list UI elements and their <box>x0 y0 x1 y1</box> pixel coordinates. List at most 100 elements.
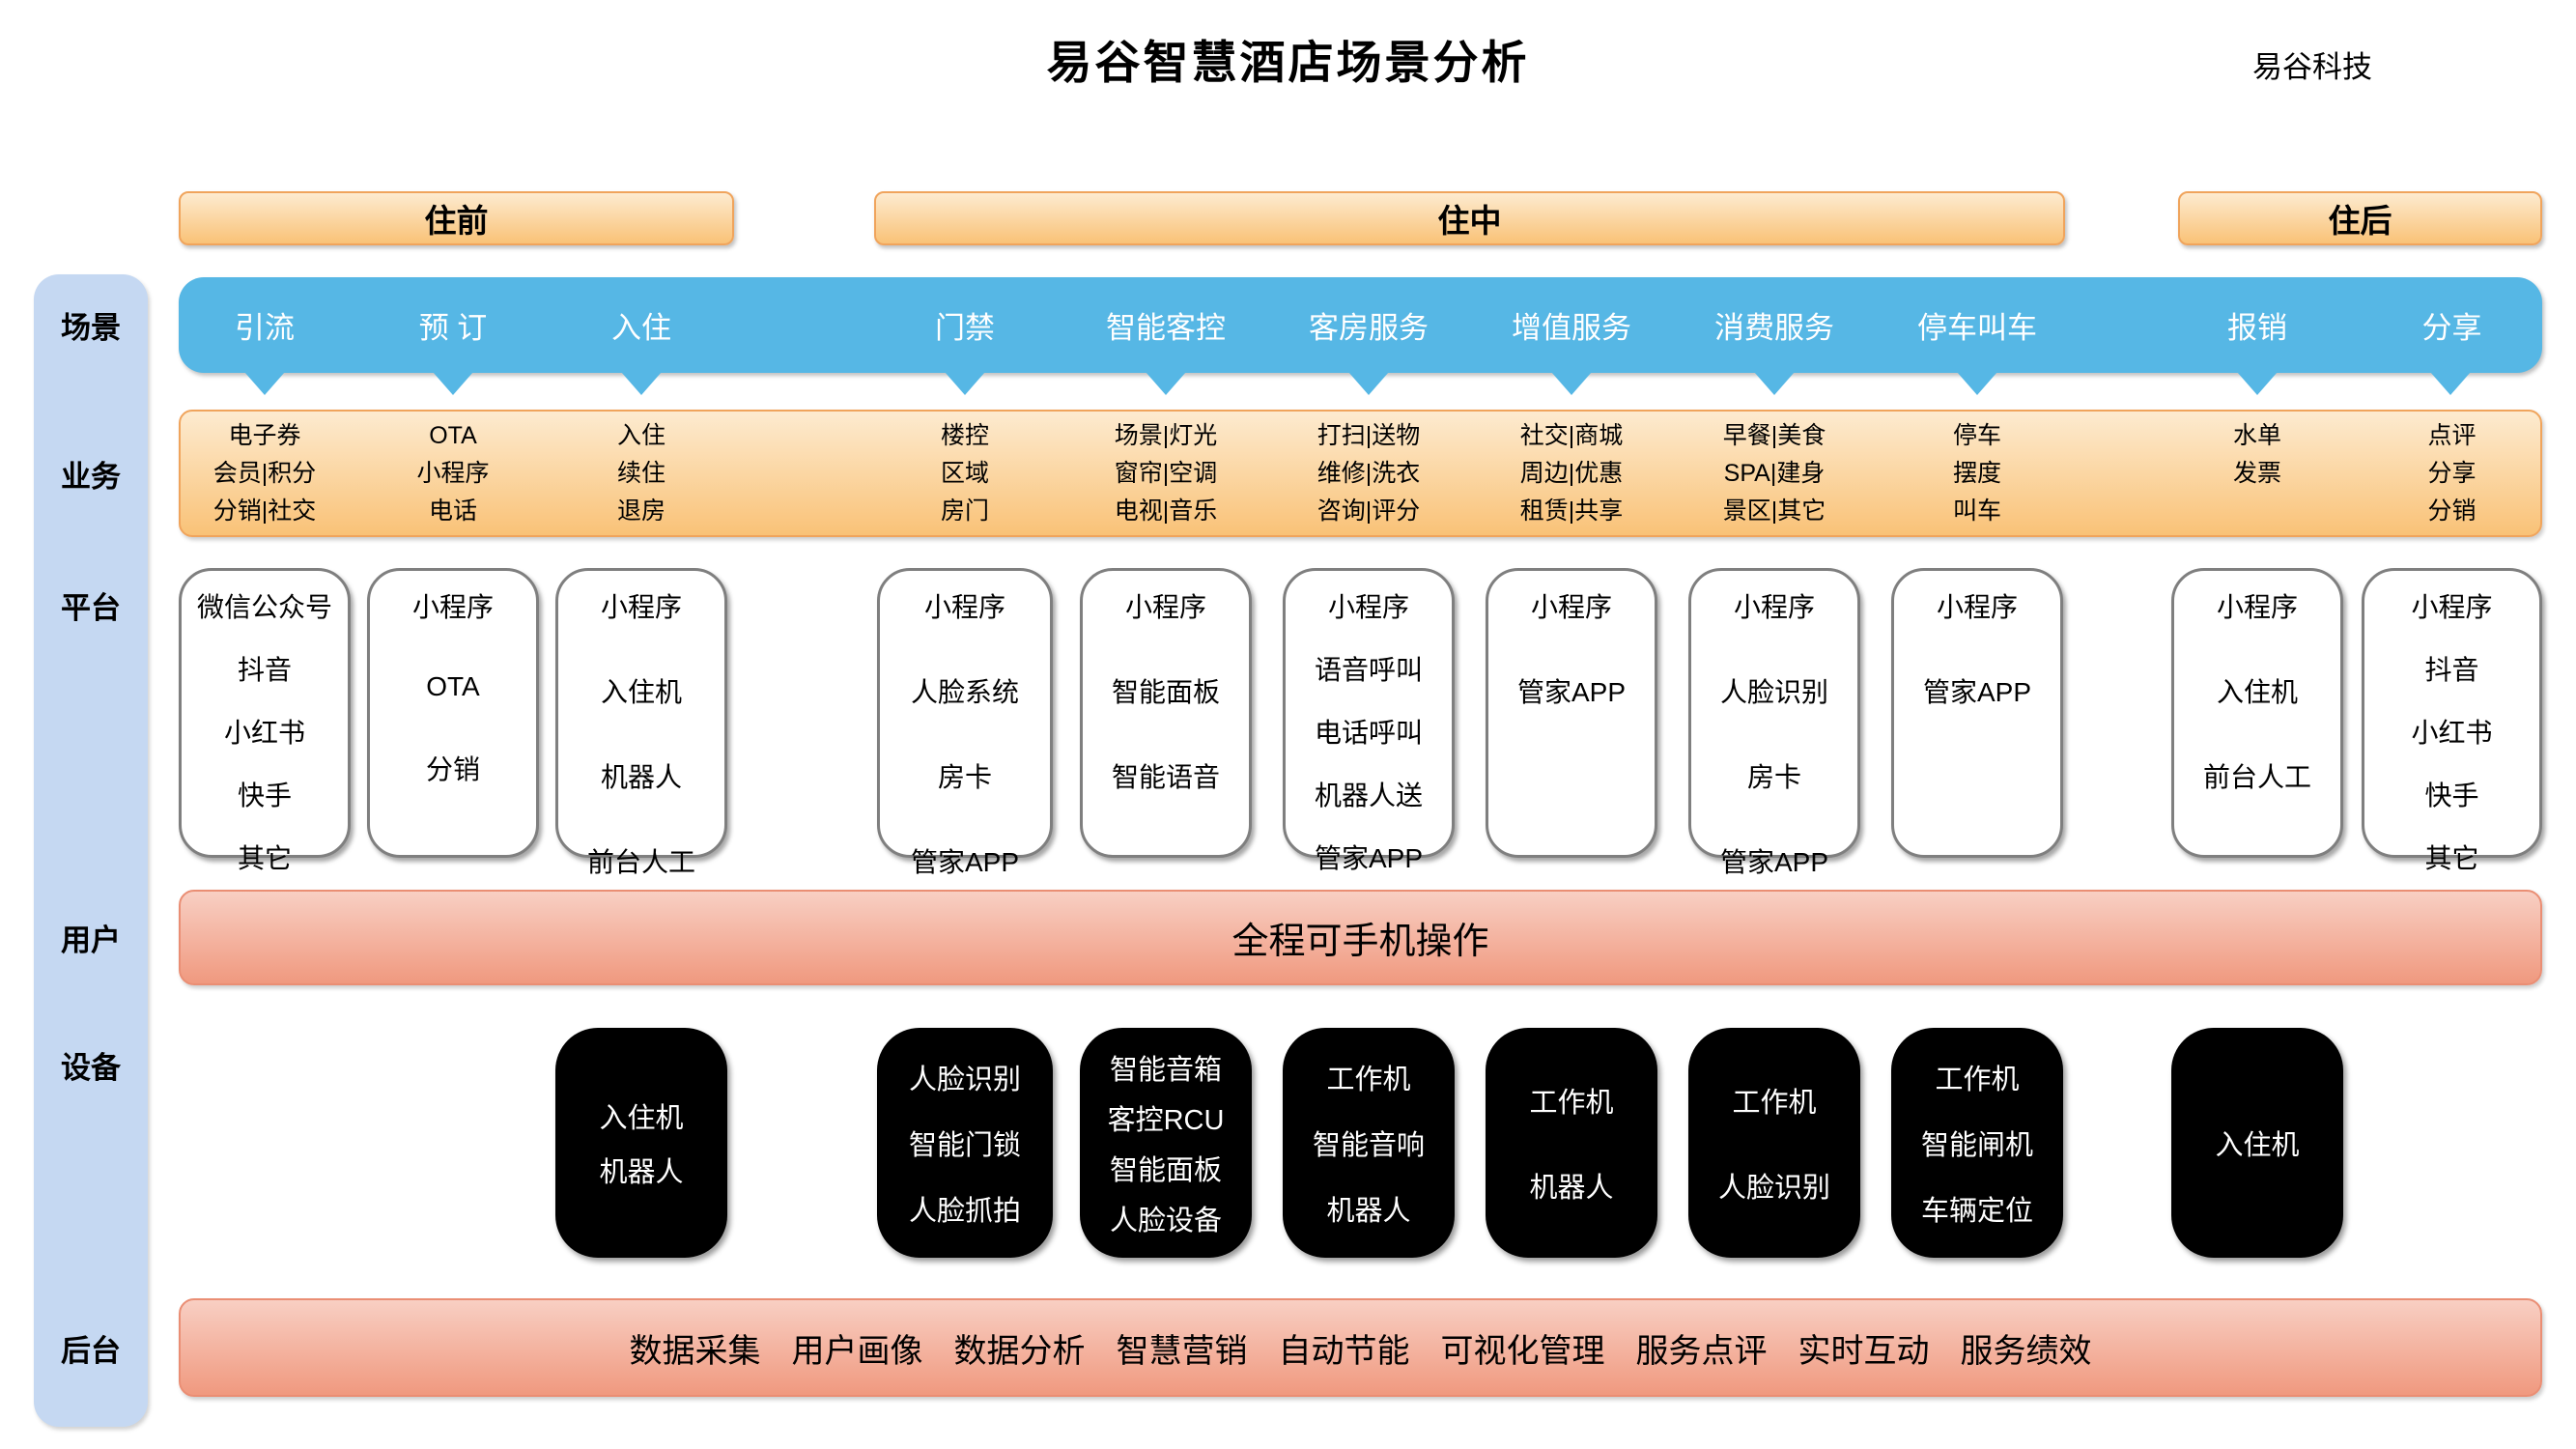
backend-item: 自动节能 <box>1278 1332 1410 1370</box>
backend-item: 服务绩效 <box>1960 1332 2092 1370</box>
scenario-label: 停车叫车 <box>1917 311 2037 345</box>
device-box: 智能音箱 客控RCU 智能面板 人脸设备 <box>1080 1028 1252 1258</box>
platform-item: 小程序 <box>2216 592 2298 622</box>
platform-item: 房卡 <box>1746 762 1801 792</box>
business-item: 分销 <box>2427 497 2477 525</box>
device-item: 工作机 <box>1326 1065 1411 1095</box>
device-box: 工作机 人脸识别 <box>1688 1028 1860 1258</box>
business-item: 租赁|共享 <box>1519 497 1624 525</box>
backend-item: 实时互动 <box>1798 1332 1930 1370</box>
scenario-label: 门禁 <box>935 311 995 345</box>
scenario-label: 增值服务 <box>1512 311 1631 345</box>
business-item: 停车 <box>1952 422 2001 449</box>
pointer-triangle-icon <box>1146 372 1186 395</box>
business-item: 退房 <box>616 497 665 525</box>
platform-item: 智能面板 <box>1111 677 1220 707</box>
platform-item: 机器人送 <box>1314 781 1423 810</box>
platform-item: 抖音 <box>237 655 292 685</box>
pointer-triangle-icon <box>621 372 662 395</box>
platform-item: 入住机 <box>2216 677 2298 707</box>
pointer-triangle-icon <box>1957 372 1997 395</box>
platform-item: 人脸系统 <box>910 677 1019 707</box>
device-item: 工作机 <box>1732 1088 1817 1119</box>
platform-box: 微信公众号 抖音 小红书 快手 其它 <box>179 568 351 873</box>
business-item: 电话 <box>428 497 477 525</box>
device-item: 客控RCU <box>1107 1105 1225 1136</box>
platform-item: 小程序 <box>1124 592 1206 622</box>
device-item: 机器人 <box>1529 1173 1614 1204</box>
pointer-triangle-icon <box>433 372 473 395</box>
business-item: 景区|其它 <box>1722 497 1826 525</box>
business-item: 打扫|送物 <box>1316 422 1421 449</box>
user-mobile-bar: 全程可手机操作 <box>179 890 2542 985</box>
business-column: 场景|灯光 窗帘|空调 电视|音乐 <box>1080 417 1252 530</box>
sidebar-row-platform: 平台 <box>61 590 121 625</box>
platform-item: 房卡 <box>937 762 992 792</box>
page-title: 易谷智慧酒店场景分析 <box>1046 37 1530 88</box>
business-item: 周边|优惠 <box>1519 460 1624 487</box>
business-item: 小程序 <box>416 460 490 487</box>
platform-item: 小程序 <box>923 592 1005 622</box>
device-item: 车辆定位 <box>1920 1196 2033 1227</box>
platform-box: 小程序 人脸识别 房卡 管家APP <box>1688 568 1860 877</box>
business-column: 楼控 区域 房门 <box>877 417 1053 530</box>
business-item: 电子券 <box>228 422 301 449</box>
platform-box: 小程序 入住机 前台人工 <box>2171 568 2343 858</box>
platform-item: 小程序 <box>2411 592 2493 622</box>
business-item: 入住 <box>616 422 665 449</box>
device-item: 人脸抓拍 <box>908 1196 1021 1227</box>
platform-item: 机器人 <box>600 762 682 792</box>
backend-item: 数据分析 <box>953 1332 1086 1370</box>
business-item: 会员|积分 <box>212 460 317 487</box>
platform-box: 小程序 入住机 机器人 前台人工 <box>555 568 727 877</box>
pointer-triangle-icon <box>1754 372 1795 395</box>
business-item: 场景|灯光 <box>1114 422 1218 449</box>
platform-item: 快手 <box>237 781 292 810</box>
device-item: 工作机 <box>1935 1065 2020 1095</box>
device-item: 人脸识别 <box>1717 1173 1830 1204</box>
sidebar-row-business: 业务 <box>61 459 121 494</box>
platform-item: 入住机 <box>600 677 682 707</box>
backend-item: 服务点评 <box>1635 1332 1768 1370</box>
business-column: 打扫|送物 维修|洗衣 咨询|评分 <box>1283 417 1455 530</box>
platform-item: 小程序 <box>600 592 682 622</box>
device-box: 入住机 <box>2171 1028 2343 1258</box>
backend-item: 用户画像 <box>791 1332 923 1370</box>
platform-item: 语音呼叫 <box>1314 655 1423 685</box>
platform-item: 小程序 <box>1936 592 2018 622</box>
pointer-triangle-icon <box>945 372 985 395</box>
business-item: 房门 <box>940 497 989 525</box>
business-lane <box>179 410 2542 537</box>
platform-item: 快手 <box>2424 781 2479 810</box>
device-item: 智能闸机 <box>1920 1130 2033 1161</box>
platform-item: 管家APP <box>1516 677 1627 707</box>
business-item: 摆度 <box>1952 460 2001 487</box>
platform-item: 其它 <box>237 843 292 873</box>
platform-item: 小程序 <box>1733 592 1815 622</box>
device-box: 工作机 智能音响 机器人 <box>1283 1028 1455 1258</box>
platform-item: 小程序 <box>411 592 494 622</box>
business-column: OTA 小程序 电话 <box>367 417 539 530</box>
device-box: 入住机 机器人 <box>555 1028 727 1258</box>
device-item: 人脸识别 <box>908 1065 1021 1095</box>
platform-item: 人脸识别 <box>1719 677 1828 707</box>
platform-box: 小程序人脸系统房卡管家APP <box>877 568 1053 877</box>
platform-box: 小程序 智能面板 智能语音 <box>1080 568 1252 858</box>
pointer-triangle-icon <box>2430 372 2471 395</box>
business-item: 续住 <box>616 460 665 487</box>
business-item: 楼控 <box>940 422 989 449</box>
device-box: 工作机 机器人 <box>1486 1028 1657 1258</box>
backend-item: 智慧营销 <box>1116 1332 1248 1370</box>
business-item: 叫车 <box>1952 497 2001 525</box>
device-box: 人脸识别 智能门锁 人脸抓拍 <box>877 1028 1053 1258</box>
sidebar-row-scenarios: 场景 <box>61 311 121 345</box>
business-item: SPA|建身 <box>1723 460 1826 487</box>
pointer-triangle-icon <box>2237 372 2278 395</box>
device-item: 人脸设备 <box>1109 1206 1222 1236</box>
platform-item: 分销 <box>425 754 480 784</box>
phase-bar-during-stay: 住中 <box>874 191 2065 245</box>
sidebar-row-backend: 后台 <box>61 1333 121 1368</box>
pointer-triangle-icon <box>1348 372 1389 395</box>
platform-item: 小红书 <box>223 718 305 748</box>
platform-item: 管家APP <box>910 847 1020 877</box>
